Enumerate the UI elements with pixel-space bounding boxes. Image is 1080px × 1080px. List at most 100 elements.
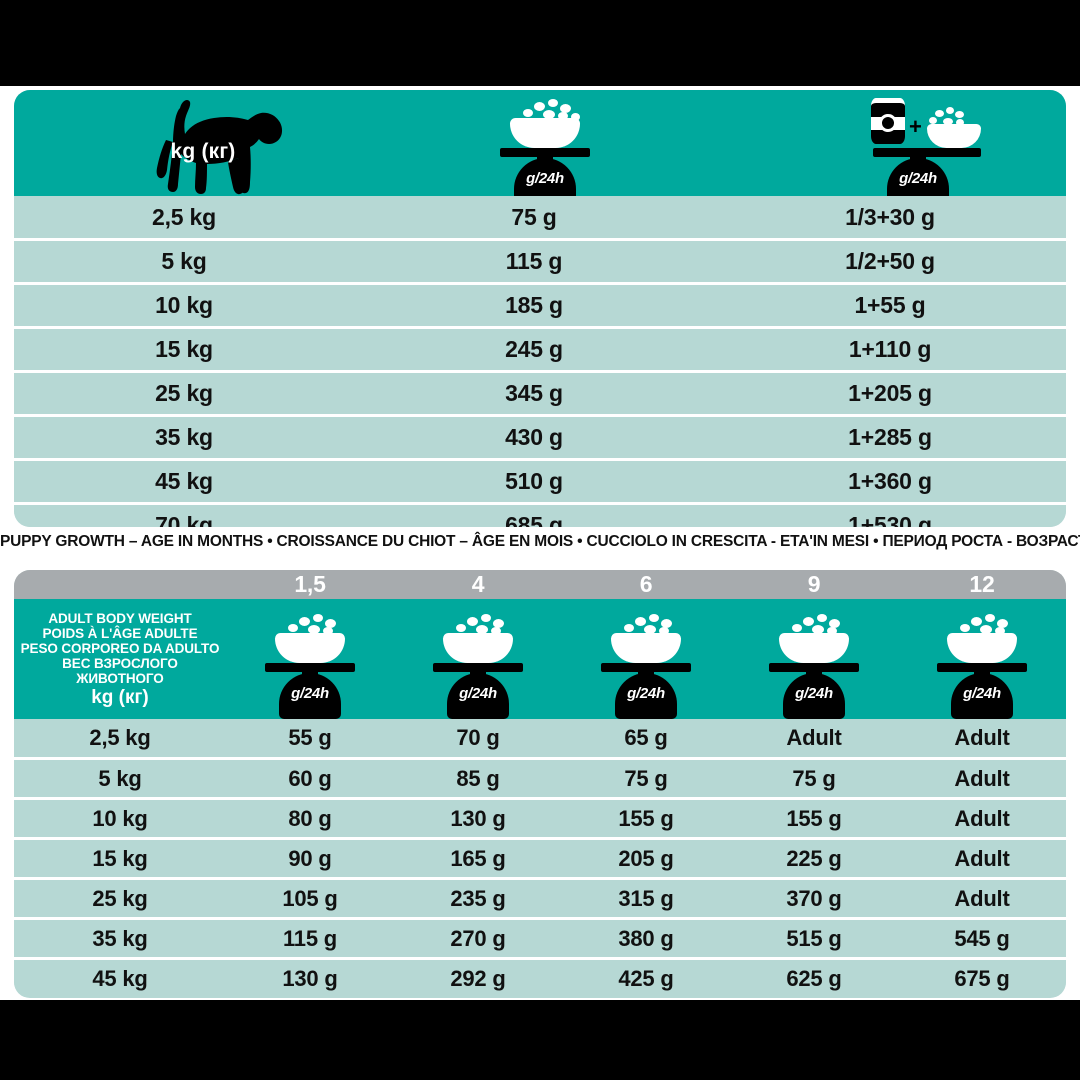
amount-cell: 115 g (282, 925, 338, 951)
kitchen-scale-with-kibble-bowl-icon: g/24h (486, 96, 604, 204)
dry-amount-cell: 685 g (505, 512, 563, 527)
mixed-amount-cell: 1+530 g (848, 512, 932, 527)
table-row: 45 kg 130 g 292 g 425 g 625 g 675 g (14, 957, 1066, 997)
amount-cell: 65 g (624, 725, 668, 750)
amount-cell: Adult (786, 725, 842, 750)
month-header: 1,5 (294, 571, 326, 597)
dry-amount-cell: 185 g (505, 292, 563, 318)
kitchen-scale-with-kibble-bowl-icon: g/24h (755, 611, 873, 719)
month-header: 9 (807, 571, 821, 597)
weight-cell: 45 kg (155, 468, 213, 494)
mixed-amount-cell: 1/3+30 g (845, 203, 935, 230)
amount-cell: 130 g (282, 965, 338, 991)
weight-cell: 35 kg (155, 424, 213, 450)
amount-cell: 165 g (450, 845, 506, 871)
amount-cell: 80 g (288, 805, 332, 831)
amount-cell: 155 g (786, 805, 842, 831)
adult-table-body: 2,5 kg 75 g 1/3+30 g 5 kg 115 g 1/2+50 g… (14, 196, 1066, 527)
amount-cell: 380 g (618, 925, 674, 951)
kg-unit-label: kg (кг) (91, 686, 149, 708)
amount-cell: 625 g (786, 965, 842, 991)
weight-cell: 5 kg (161, 248, 207, 274)
puppy-feeding-table: 1,5 4 6 9 12 ADULT BODY WEIGHT POIDS À L… (14, 570, 1066, 998)
canvas-area: kg (кг) g/24h (0, 86, 1080, 1000)
weight-cell: 15 kg (92, 845, 148, 871)
month-header: 4 (471, 571, 485, 597)
adult-feeding-table: kg (кг) g/24h (14, 90, 1066, 527)
can-plus-kibble-on-scale-icon: + g/24h (859, 96, 981, 204)
weight-cell: 5 kg (98, 765, 142, 791)
mixed-amount-cell: 1+205 g (848, 380, 932, 406)
plus-sign: + (909, 114, 922, 139)
mixed-amount-cell: 1+360 g (848, 468, 932, 494)
kitchen-scale-with-kibble-bowl-icon: g/24h (251, 611, 369, 719)
amount-cell: 75 g (624, 765, 668, 791)
dry-amount-cell: 245 g (505, 336, 563, 362)
amount-cell: 425 g (618, 965, 674, 991)
puppy-table-header: ADULT BODY WEIGHT POIDS À L'ÂGE ADULTE P… (14, 599, 1066, 719)
month-scale-column: g/24h (730, 599, 898, 719)
amount-cell: 235 g (450, 885, 506, 911)
table-row: 5 kg 60 g 85 g 75 g 75 g Adult (14, 757, 1066, 797)
dog-silhouette-icon: kg (кг) (118, 96, 288, 196)
kitchen-scale-with-kibble-bowl-icon: g/24h (587, 611, 705, 719)
scale-rate-label: g/24h (459, 685, 497, 702)
kitchen-scale-with-kibble-bowl-icon: g/24h (419, 611, 537, 719)
month-header: 6 (639, 571, 653, 597)
dry-amount-cell: 430 g (505, 424, 563, 450)
table-row: 25 kg 345 g 1+205 g (14, 370, 1066, 414)
table-row: 35 kg 115 g 270 g 380 g 515 g 545 g (14, 917, 1066, 957)
weight-cell: 2,5 kg (151, 203, 216, 230)
amount-cell: 515 g (786, 925, 842, 951)
weight-cell: 70 kg (155, 512, 213, 527)
amount-cell: 545 g (954, 925, 1010, 951)
month-scale-column: g/24h (898, 599, 1066, 719)
dry-amount-cell: 345 g (505, 380, 563, 406)
scale-rate-label: g/24h (627, 685, 665, 702)
dry-amount-cell: 75 g (511, 203, 557, 230)
scale-rate-label: g/24h (526, 170, 564, 187)
month-header: 12 (969, 571, 995, 597)
table-row: 35 kg 430 g 1+285 g (14, 414, 1066, 458)
table-row: 70 kg 685 g 1+530 g (14, 502, 1066, 527)
scale-rate-label: g/24h (291, 685, 329, 702)
mixed-amount-cell: 1+55 g (854, 292, 926, 318)
kitchen-scale-with-kibble-bowl-icon: g/24h (923, 611, 1041, 719)
weight-cell: 25 kg (155, 380, 213, 406)
scale-rate-label: g/24h (899, 170, 937, 187)
table-row: 15 kg 245 g 1+110 g (14, 326, 1066, 370)
weight-cell: 35 kg (92, 925, 148, 951)
weight-cell: 15 kg (155, 336, 213, 362)
weight-cell: 25 kg (92, 885, 148, 911)
dry-amount-cell: 510 g (505, 468, 563, 494)
table-row: 5 kg 115 g 1/2+50 g (14, 238, 1066, 282)
month-scale-column: g/24h (562, 599, 730, 719)
amount-cell: 155 g (618, 805, 674, 831)
month-scale-column: g/24h (226, 599, 394, 719)
wet-food-can-icon (871, 98, 905, 144)
amount-cell: 675 g (954, 965, 1010, 991)
amount-cell: 130 g (450, 805, 506, 831)
amount-cell: Adult (954, 845, 1010, 871)
table-row: 25 kg 105 g 235 g 315 g 370 g Adult (14, 877, 1066, 917)
amount-cell: 205 g (618, 845, 674, 871)
mixed-amount-cell: 1+110 g (848, 336, 932, 362)
amount-cell: 85 g (456, 765, 500, 791)
table-row: 2,5 kg 75 g 1/3+30 g (14, 196, 1066, 238)
amount-cell: Adult (954, 765, 1010, 791)
puppy-growth-caption: PUPPY GROWTH – AGE IN MONTHS • CROISSANC… (0, 533, 1080, 550)
amount-cell: 270 g (450, 925, 506, 951)
amount-cell: 70 g (456, 725, 500, 750)
amount-cell: Adult (954, 885, 1010, 911)
amount-cell: 105 g (282, 885, 338, 911)
months-header-bar: 1,5 4 6 9 12 (14, 570, 1066, 599)
month-scale-column: g/24h (394, 599, 562, 719)
weight-cell: 10 kg (155, 292, 213, 318)
amount-cell: 55 g (288, 725, 332, 750)
weight-cell: 10 kg (92, 805, 148, 831)
weight-cell: 45 kg (92, 965, 148, 991)
adult-table-header: kg (кг) g/24h (14, 90, 1066, 204)
scale-rate-label: g/24h (795, 685, 833, 702)
table-row: 2,5 kg 55 g 70 g 65 g Adult Adult (14, 719, 1066, 757)
dry-amount-cell: 115 g (505, 248, 563, 274)
